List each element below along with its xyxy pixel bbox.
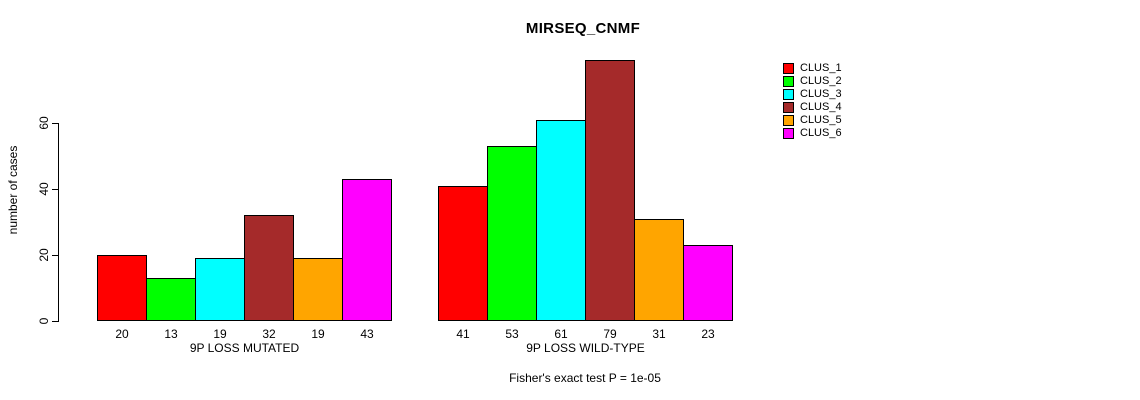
bar-value-label: 19	[311, 327, 325, 341]
y-tick	[52, 189, 58, 190]
y-tick	[52, 255, 58, 256]
y-tick-label: 20	[37, 248, 51, 262]
y-axis-label: number of cases	[6, 145, 20, 235]
bar-clus_2	[487, 146, 537, 321]
bar-value-label: 79	[603, 327, 617, 341]
bar-value-label: 61	[554, 327, 568, 341]
x-axis-group-label: 9P LOSS MUTATED	[189, 341, 300, 355]
bar-clus_4	[585, 60, 635, 321]
legend-swatch-clus_4	[783, 102, 794, 113]
legend-label: CLUS_6	[800, 127, 842, 139]
legend-label: CLUS_1	[800, 62, 842, 74]
bar-clus_5	[634, 219, 684, 321]
chart-title: MIRSEQ_CNMF	[525, 20, 641, 37]
y-axis-line	[58, 123, 59, 322]
bar-value-label: 32	[262, 327, 276, 341]
y-tick-label: 60	[37, 116, 51, 130]
bar-clus_4	[244, 215, 294, 321]
bar-clus_3	[536, 120, 586, 321]
bar-clus_2	[146, 278, 196, 321]
bar-clus_5	[293, 258, 343, 321]
legend-swatch-clus_5	[783, 115, 794, 126]
y-tick-label: 0	[37, 317, 51, 325]
legend-swatch-clus_6	[783, 128, 794, 139]
bar-clus_6	[683, 245, 733, 321]
bar-value-label: 53	[505, 327, 519, 341]
legend-label: CLUS_3	[800, 88, 842, 100]
x-axis-group-label: 9P LOSS WILD-TYPE	[526, 341, 645, 355]
bar-clus_3	[195, 258, 245, 321]
bar-value-label: 43	[360, 327, 374, 341]
bar-value-label: 13	[164, 327, 178, 341]
legend-swatch-clus_3	[783, 89, 794, 100]
y-tick-label: 40	[37, 182, 51, 196]
bar-clus_1	[97, 255, 147, 321]
bar-clus_6	[342, 179, 392, 321]
bar-value-label: 20	[115, 327, 129, 341]
bar-value-label: 23	[701, 327, 715, 341]
bar-value-label: 19	[213, 327, 227, 341]
legend-label: CLUS_4	[800, 101, 842, 113]
legend-label: CLUS_2	[800, 75, 842, 87]
y-tick	[52, 123, 58, 124]
y-tick	[52, 321, 58, 322]
bar-value-label: 41	[456, 327, 470, 341]
fisher-test-note: Fisher's exact test P = 1e-05	[509, 371, 661, 385]
legend-label: CLUS_5	[800, 114, 842, 126]
legend-swatch-clus_1	[783, 63, 794, 74]
bar-clus_1	[438, 186, 488, 321]
bar-value-label: 31	[652, 327, 666, 341]
legend-swatch-clus_2	[783, 76, 794, 87]
